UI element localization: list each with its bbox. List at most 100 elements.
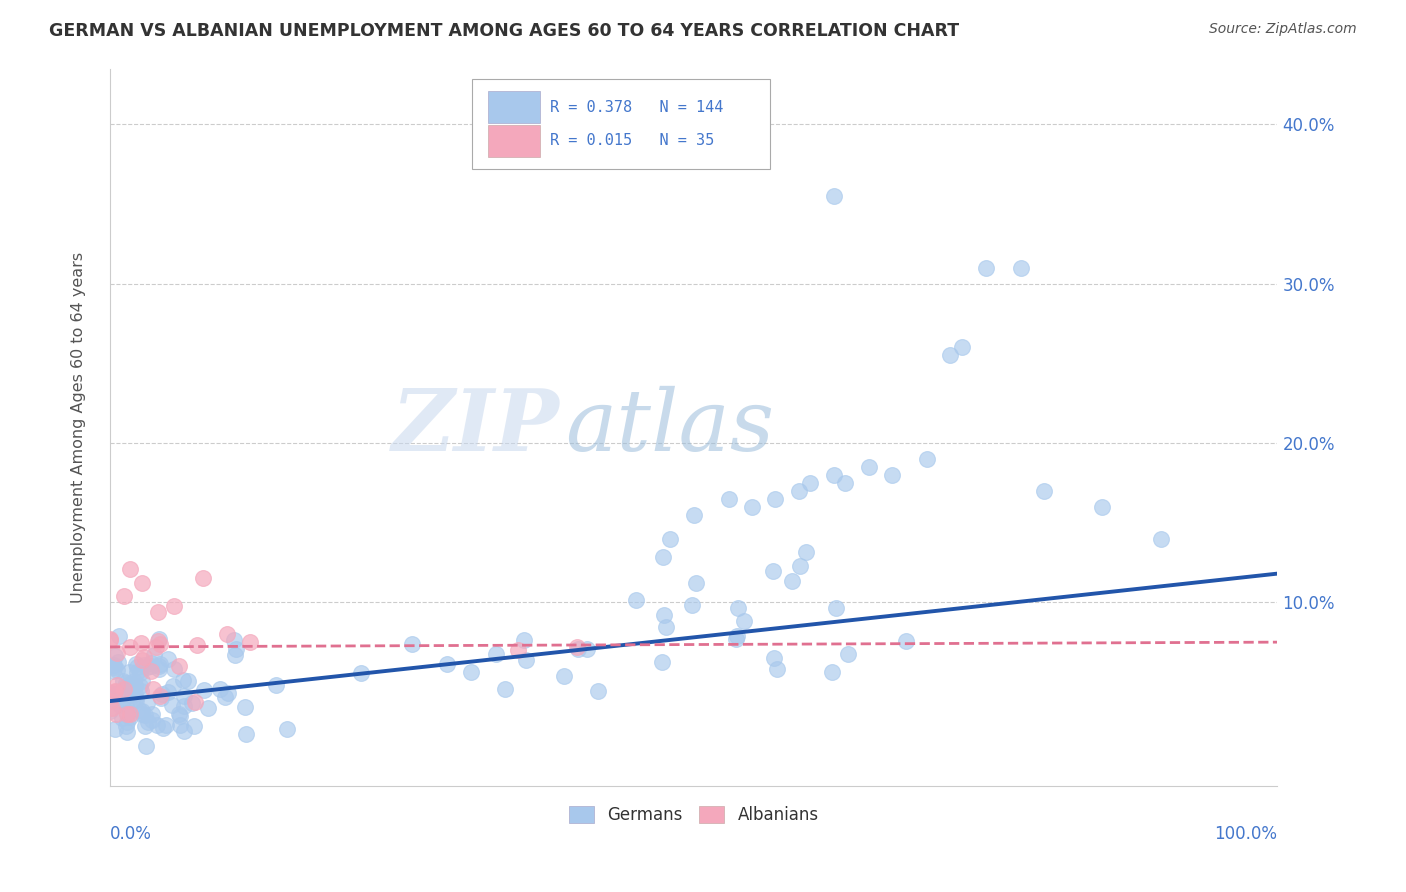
Point [225,641,247,656]
Point [155,718,177,732]
Point [824,601,846,615]
Point [145,640,167,654]
Point [148,634,170,648]
Point [276,722,298,736]
Point [1149,532,1171,546]
Point [103,660,125,674]
Point [129,665,152,680]
Point [652,607,675,622]
Point [115,719,138,733]
Point [215,627,238,641]
Point [101,701,124,715]
Point [823,189,845,203]
Point [264,678,287,692]
Point [894,634,917,648]
Point [725,632,748,647]
Point [1091,500,1114,514]
Point [156,684,179,698]
Point [160,698,183,712]
Point [685,576,707,591]
Point [148,662,170,676]
Point [111,698,134,712]
Point [763,491,786,506]
FancyBboxPatch shape [488,92,540,123]
Point [112,673,135,688]
Point [98,694,121,708]
Point [882,467,904,482]
Point [494,682,516,697]
Point [173,699,195,714]
Point [129,683,152,698]
Point [515,653,537,667]
Point [141,707,163,722]
Point [727,601,749,615]
Point [103,687,125,701]
Text: atlas: atlas [565,385,775,468]
Point [121,677,143,691]
Point [104,706,127,721]
Point [98,693,121,707]
Point [789,558,811,573]
Point [780,574,803,589]
Point [146,717,169,731]
Point [105,646,128,660]
Point [115,678,138,692]
Point [129,636,152,650]
Point [169,709,191,723]
Point [186,638,208,652]
Point [197,701,219,715]
Point [103,658,125,673]
Point [565,640,588,654]
Point [104,684,127,698]
Point [858,459,880,474]
Point [107,655,129,669]
Point [183,719,205,733]
Point [401,637,423,651]
Point [101,664,124,678]
Point [118,710,141,724]
Point [136,714,159,729]
Point [349,665,371,680]
Point [134,657,156,672]
Point [142,682,165,697]
Point [134,719,156,733]
Point [1032,483,1054,498]
Point [131,575,153,590]
Point [208,682,231,697]
Point [134,650,156,665]
Point [553,669,575,683]
Point [121,688,143,702]
Point [163,662,186,676]
Point [741,500,763,514]
Point [733,614,755,628]
Point [799,475,821,490]
Point [104,723,127,737]
Point [135,739,157,753]
Point [163,599,186,614]
Point [118,562,141,576]
Point [135,696,157,710]
Point [148,632,170,646]
Point [193,571,215,585]
Point [111,711,134,725]
Point [787,483,810,498]
Point [682,508,704,522]
Point [172,673,194,688]
Point [100,686,122,700]
Point [103,685,125,699]
Point [150,687,173,701]
Point [141,664,163,678]
Point [224,648,246,663]
Point [108,629,131,643]
FancyBboxPatch shape [472,79,769,169]
Point [162,679,184,693]
Legend: Germans, Albanians: Germans, Albanians [562,799,825,831]
Point [149,691,172,706]
Point [651,656,673,670]
Point [114,676,136,690]
Point [177,673,200,688]
Point [104,648,127,663]
Point [725,629,748,643]
Point [436,657,458,672]
Point [508,643,530,657]
